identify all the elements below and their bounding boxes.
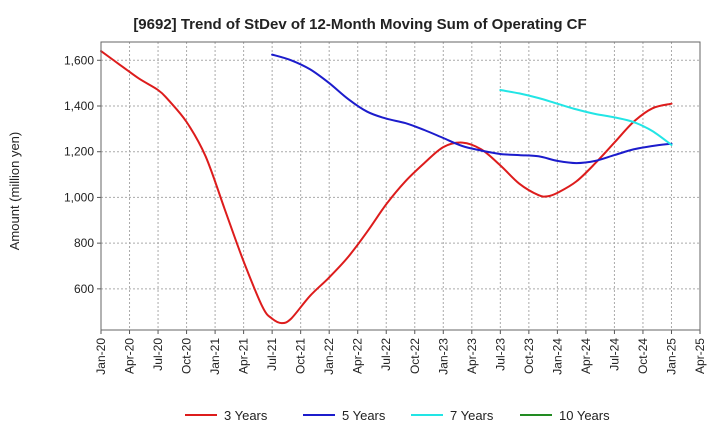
legend-label-5-years: 5 Years [342, 408, 386, 423]
series-line-7-years [499, 89, 673, 146]
series-line-3-years [100, 50, 673, 325]
x-tick-label: Oct-24 [636, 338, 650, 374]
x-tick-label: Apr-24 [579, 338, 593, 374]
x-tick-label: Apr-20 [123, 338, 137, 374]
x-tick-label: Apr-21 [237, 338, 251, 374]
x-tick-label: Jan-24 [550, 338, 564, 375]
x-tick-label: Jul-20 [151, 338, 165, 371]
y-tick-label: 600 [74, 282, 94, 296]
x-tick-label: Jul-24 [607, 338, 621, 371]
x-tick-label: Oct-23 [522, 338, 536, 374]
y-tick-label: 1,400 [64, 99, 94, 113]
y-axis-label: Amount (million yen) [7, 132, 22, 251]
chart-title: [9692] Trend of StDev of 12-Month Moving… [133, 16, 586, 33]
y-tick-label: 1,200 [64, 145, 94, 159]
x-tick-label: Jan-25 [664, 338, 678, 375]
x-tick-label: Jan-23 [436, 338, 450, 375]
legend-label-3-years: 3 Years [224, 408, 268, 423]
x-tick-label: Apr-25 [693, 338, 707, 374]
y-tick-label: 1,000 [64, 190, 94, 204]
legend-label-10-years: 10 Years [559, 408, 610, 423]
legend: 3 Years 5 Years 7 Years 10 Years [185, 408, 610, 423]
x-tick-label: Jul-23 [493, 338, 507, 371]
x-tick-label: Jul-21 [265, 338, 279, 371]
x-tick-label: Oct-22 [408, 338, 422, 374]
y-tick-label: 1,600 [64, 53, 94, 67]
x-tick-label: Oct-21 [294, 338, 308, 374]
series-lines [100, 50, 673, 325]
plot-frame [100, 41, 701, 331]
x-tick-label: Jan-20 [94, 338, 108, 375]
x-tick-label: Jan-22 [322, 338, 336, 375]
series-line-5-years [271, 53, 673, 165]
y-tick-label: 800 [74, 236, 94, 250]
x-tick-label: Oct-20 [180, 338, 194, 374]
axes: Jan-20 Apr-20 Jul-20 Oct-20 Jan-21 Apr-21 Jul-… [64, 41, 707, 375]
x-tick-label: Apr-23 [465, 338, 479, 374]
x-tick-label: Jul-22 [379, 338, 393, 371]
x-tick-label: Apr-22 [351, 338, 365, 374]
legend-label-7-years: 7 Years [450, 408, 494, 423]
x-tick-label: Jan-21 [208, 338, 222, 375]
